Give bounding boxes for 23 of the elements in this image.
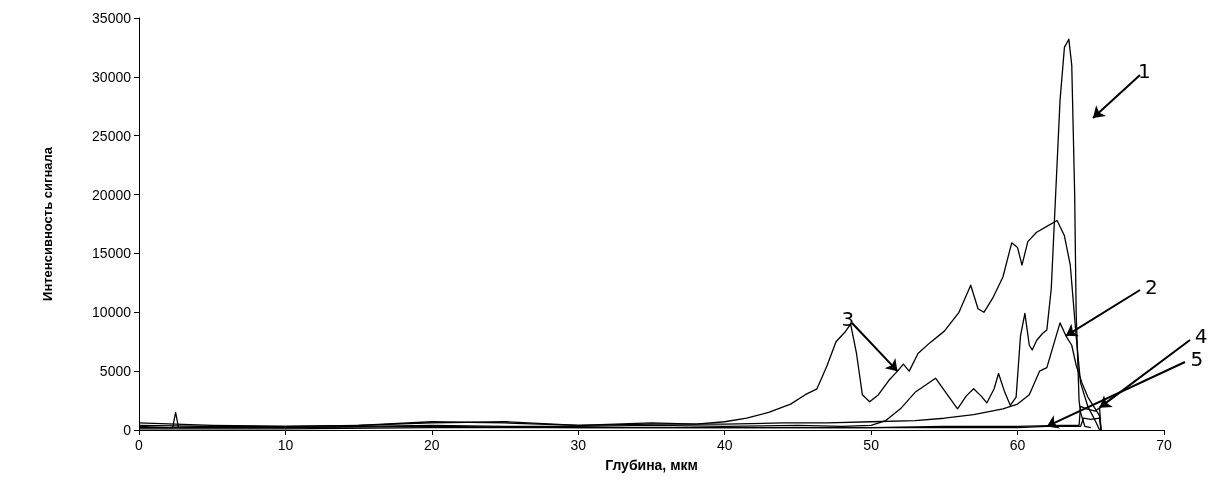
y-tick-label: 35000	[92, 10, 132, 26]
y-tick-label: 20000	[92, 186, 132, 203]
y-tick-label: 10000	[92, 304, 132, 321]
y-tick-label: 25000	[92, 127, 132, 144]
y-tick-label: 30000	[92, 68, 132, 85]
annotation: 2	[1145, 274, 1158, 299]
annotation: 4	[1194, 324, 1208, 349]
x-tick-label: 50	[863, 437, 880, 453]
x-tick-label: 10	[277, 437, 294, 453]
x-tick-label: 40	[716, 437, 733, 453]
x-tick-label: 30	[570, 437, 587, 453]
y-tick-label: 15000	[92, 245, 132, 262]
y-tick-label: 0	[123, 422, 132, 438]
x-tick-label: 70	[1156, 437, 1172, 453]
y-tick-label: 5000	[99, 363, 132, 380]
annotation: 5	[1190, 347, 1204, 372]
y-axis-title: Интенсивность сигнала	[40, 146, 55, 301]
x-tick-label: 60	[1009, 437, 1026, 453]
x-tick-label: 20	[424, 437, 440, 453]
annotation: 1	[1138, 58, 1151, 83]
x-axis-title: Глубина, мкм	[605, 457, 698, 473]
annotation: 3	[841, 306, 855, 331]
x-tick-label: 0	[135, 437, 144, 453]
